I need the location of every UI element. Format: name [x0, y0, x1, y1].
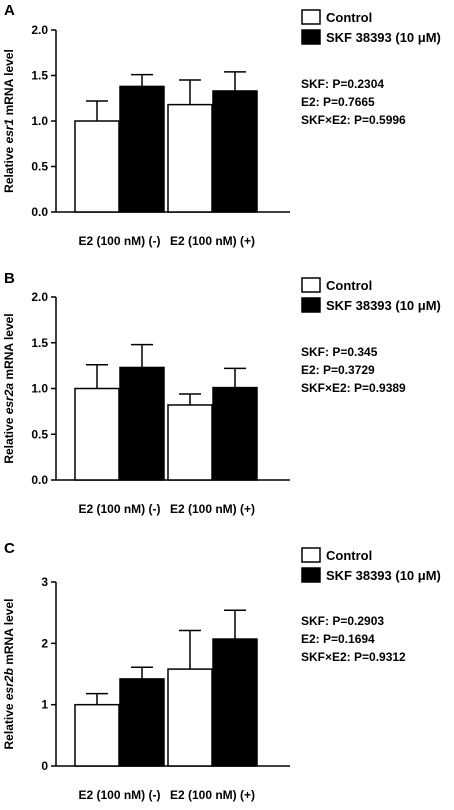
panel-letter: A — [4, 2, 15, 19]
legend-swatch-control — [301, 9, 321, 25]
y-tick-label: 0.0 — [31, 473, 48, 487]
bar-control-e2-minus — [74, 387, 120, 481]
chart-panel-a: A 0.0 0.5 1.0 1.5 2.0 Relative esr1 mRNA level… — [2, 2, 441, 248]
legend-swatch-skf — [301, 567, 321, 583]
x-category-label: E2 (100 nM) (+) — [170, 502, 255, 516]
bar-skf-e2-plus — [212, 386, 258, 481]
stat-annotation: E2: P=0.1694 — [301, 632, 375, 646]
y-tick-label: 1.5 — [31, 69, 48, 83]
y-tick-label: 1.5 — [31, 336, 48, 350]
legend-swatch-skf — [301, 29, 321, 45]
legend-label-control: Control — [326, 278, 372, 293]
stat-annotation: SKF×E2: P=0.9389 — [301, 381, 406, 395]
stat-annotation: SKF: P=0.2903 — [301, 614, 384, 628]
y-tick-label: 1.0 — [31, 382, 48, 396]
stat-annotation: E2: P=0.3729 — [301, 363, 375, 377]
y-tick-label: 0 — [41, 759, 48, 773]
bar-control-e2-minus — [74, 120, 120, 213]
y-tick-label: 3 — [41, 575, 48, 589]
panel-letter: B — [4, 270, 15, 287]
legend-swatch-control — [301, 277, 321, 293]
bar-skf-e2-minus — [119, 366, 165, 481]
y-tick-label: 0.5 — [31, 427, 48, 441]
y-axis-label: Relative esr2b mRNA level — [2, 599, 16, 750]
y-tick-label: 0.5 — [31, 160, 48, 174]
y-axis-label: Relative esr2a mRNA level — [2, 313, 16, 463]
x-category-label: E2 (100 nM) (-) — [78, 788, 160, 802]
chart-panel-b: B 0.0 0.5 1.0 1.5 2.0 Relative esr2a mRNA leve… — [2, 270, 441, 516]
bar-skf-e2-plus — [212, 90, 258, 213]
bar-control-e2-plus — [167, 668, 213, 767]
bar-control-e2-plus — [167, 103, 213, 213]
bar-skf-e2-minus — [119, 85, 165, 213]
bar-control-e2-minus — [74, 703, 120, 767]
y-tick-label: 2 — [41, 636, 48, 650]
stat-annotation: SKF: P=0.2304 — [301, 77, 384, 91]
panel-letter: C — [4, 540, 15, 557]
x-category-label: E2 (100 nM) (-) — [78, 234, 160, 248]
bar-skf-e2-minus — [119, 678, 165, 767]
legend-label-control: Control — [326, 548, 372, 563]
y-tick-label: 1.0 — [31, 114, 48, 128]
legend-swatch-control — [301, 547, 321, 563]
y-tick-label: 2.0 — [31, 23, 48, 37]
y-axis-label: Relative esr1 mRNA level — [2, 49, 16, 193]
stat-annotation: E2: P=0.7665 — [301, 95, 375, 109]
x-category-label: E2 (100 nM) (+) — [170, 234, 255, 248]
legend-swatch-skf — [301, 297, 321, 313]
legend-label-skf: SKF 38393 (10 μM) — [326, 568, 441, 583]
x-category-label: E2 (100 nM) (-) — [78, 502, 160, 516]
stat-annotation: SKF×E2: P=0.5996 — [301, 113, 406, 127]
y-tick-label: 1 — [41, 698, 48, 712]
y-tick-label: 0.0 — [31, 205, 48, 219]
legend-label-control: Control — [326, 10, 372, 25]
bar-skf-e2-plus — [212, 638, 258, 767]
chart-panel-c: C 0 1 2 3 Relative esr2b mRNA level E2 (100 nM… — [2, 540, 441, 802]
bar-control-e2-plus — [167, 404, 213, 481]
stat-annotation: SKF: P=0.345 — [301, 345, 378, 359]
stat-annotation: SKF×E2: P=0.9312 — [301, 650, 406, 664]
legend-label-skf: SKF 38393 (10 μM) — [326, 30, 441, 45]
y-tick-label: 2.0 — [31, 290, 48, 304]
legend-label-skf: SKF 38393 (10 μM) — [326, 298, 441, 313]
x-category-label: E2 (100 nM) (+) — [170, 788, 255, 802]
